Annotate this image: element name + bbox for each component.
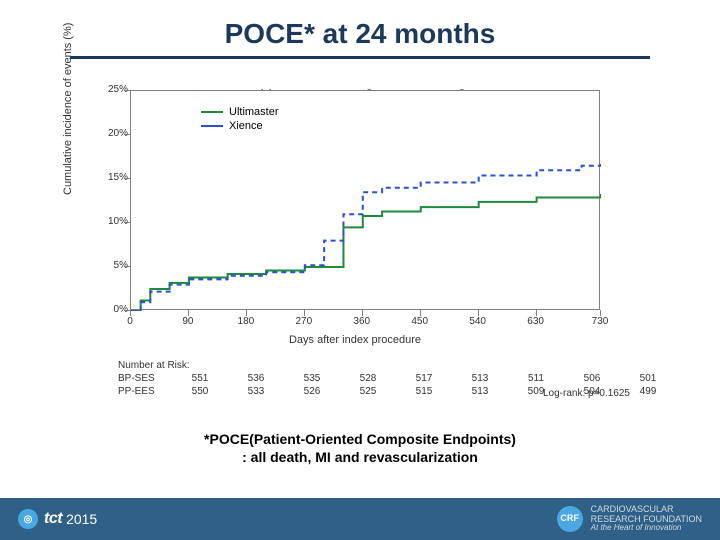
chart: Cumulative incidence of events (%) 0%5%1… [70,80,640,400]
footer-right-logo: CRF CARDIOVASCULAR RESEARCH FOUNDATION A… [557,505,702,534]
xtick-label: 0 [115,316,145,327]
xtick-mark [478,310,479,316]
xtick-label: 630 [521,316,551,327]
xtick-mark [420,310,421,316]
xtick-mark [536,310,537,316]
risk-value: 513 [452,386,508,397]
xtick-mark [188,310,189,316]
footer-bar: ◎ tct 2015 CRF CARDIOVASCULAR RESEARCH F… [0,498,720,540]
plot-box: Ultimaster Xience [130,90,600,310]
series-ultimaster [131,194,601,311]
risk-value: 513 [452,373,508,384]
risk-row-bpses: BP-SES551536535528517513511506501 [118,373,676,384]
footnote: *POCE(Patient-Oriented Composite Endpoin… [0,430,720,466]
risk-value: 533 [228,386,284,397]
risk-value: 550 [172,386,228,397]
risk-value: 511 [508,373,564,384]
crf-text: CARDIOVASCULAR RESEARCH FOUNDATION At th… [591,505,702,534]
chart-svg [131,91,601,311]
footer-left-logo: ◎ tct 2015 [18,509,97,529]
title-underline [70,56,650,59]
logrank-text: Log-rank: p=0.1625 [543,388,630,399]
x-axis-title: Days after index procedure [70,334,640,346]
crf-tag: At the Heart of Innovation [591,524,702,533]
xtick-label: 90 [173,316,203,327]
swirl-icon: ◎ [18,509,38,529]
xtick-label: 450 [405,316,435,327]
risk-value: 526 [284,386,340,397]
series-xience [131,162,601,311]
number-at-risk-title: Number at Risk: [118,360,190,371]
xtick-label: 730 [585,316,615,327]
y-axis-title: Cumulative incidence of events (%) [62,23,74,195]
xtick-label: 270 [289,316,319,327]
risk-value: 501 [620,373,676,384]
crf-icon: CRF [557,506,583,532]
risk-value: 506 [564,373,620,384]
title-wrap: POCE* at 24 months [0,0,720,59]
xtick-mark [600,310,601,316]
xtick-mark [362,310,363,316]
risk-label: PP-EES [118,386,172,397]
footnote-line2: : all death, MI and revascularization [0,448,720,466]
xtick-label: 540 [463,316,493,327]
xtick-mark [304,310,305,316]
risk-value: 525 [340,386,396,397]
risk-label: BP-SES [118,373,172,384]
xtick-label: 180 [231,316,261,327]
xtick-mark [130,310,131,316]
risk-value: 551 [172,373,228,384]
risk-value: 517 [396,373,452,384]
risk-value: 536 [228,373,284,384]
page-title: POCE* at 24 months [225,18,496,50]
risk-value: 515 [396,386,452,397]
risk-value: 535 [284,373,340,384]
tct-year: 2015 [66,511,97,527]
slide: POCE* at 24 months Ultimaster: 13. 3% [1… [0,0,720,540]
xtick-label: 360 [347,316,377,327]
xtick-mark [246,310,247,316]
risk-value: 528 [340,373,396,384]
tct-text: tct [44,510,62,528]
footnote-line1: *POCE(Patient-Oriented Composite Endpoin… [0,430,720,448]
